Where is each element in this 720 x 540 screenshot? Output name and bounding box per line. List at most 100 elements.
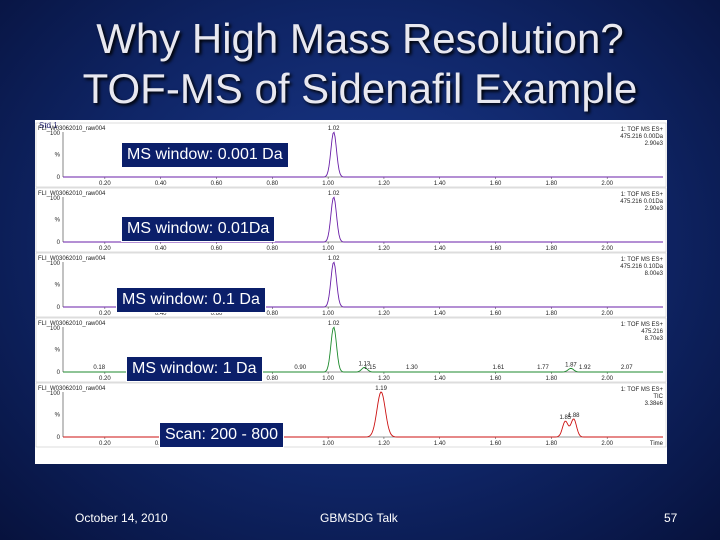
trace-frame — [35, 317, 667, 383]
trace-info: 8.70e3 — [645, 336, 664, 342]
trace-file: FLI_W03062010_raw004 — [38, 256, 106, 262]
x-tick-label: 2.00 — [601, 441, 613, 447]
y-tick-label: 100 — [50, 391, 61, 397]
y-tick-label: 0 — [57, 305, 61, 311]
y-tick-label: 100 — [50, 261, 61, 267]
x-tick-label: 0.20 — [99, 246, 111, 252]
trace-info: 1: TOF MS ES+ — [621, 192, 664, 198]
x-tick-label: 0.40 — [155, 181, 167, 187]
x-tick-label: 0.60 — [211, 181, 223, 187]
x-tick-label: 1.40 — [434, 246, 446, 252]
peak-annotation: 1.02 — [328, 191, 340, 197]
trace-info: 1: TOF MS ES+ — [621, 127, 664, 133]
x-tick-label: 0.80 — [266, 246, 278, 252]
x-tick-label: 1.00 — [322, 376, 334, 382]
x-tick-label: 0.80 — [266, 311, 278, 317]
footer-title: GBMSDG Talk — [320, 511, 398, 525]
peak-annotation: 1.92 — [579, 365, 591, 371]
trace-info: 475.216 0.00Da — [620, 134, 663, 140]
peak-annotation: 2.07 — [621, 365, 633, 371]
window-label: MS window: 1 Da — [126, 356, 263, 382]
y-tick-label: 100 — [50, 326, 61, 332]
x-tick-label: 2.00 — [601, 376, 613, 382]
x-tick-label: 2.00 — [601, 181, 613, 187]
peak-annotation: 1.77 — [537, 365, 549, 371]
chromatogram-panel: Std 1 FLI_W03062010_raw004 1: TOF MS ES+ 47… — [35, 120, 667, 464]
x-tick-label: 0.60 — [211, 246, 223, 252]
peak-annotation: 1.88 — [568, 413, 580, 419]
x-tick-label: 1.00 — [322, 246, 334, 252]
peak-annotation: 1.85 — [559, 415, 571, 421]
x-tick-label: 0.40 — [155, 246, 167, 252]
y-tick-label: % — [55, 283, 61, 289]
trace-info: 1: TOF MS ES+ — [621, 387, 664, 393]
trace-info: 475.216 0.01Da — [620, 199, 663, 205]
x-tick-label: 1.40 — [434, 441, 446, 447]
title-line-2: TOF-MS of Sidenafil Example — [82, 65, 638, 112]
x-tick-label: 1.60 — [490, 441, 502, 447]
x-tick-label: 1.60 — [490, 311, 502, 317]
window-label: MS window: 0.01Da — [121, 216, 276, 242]
x-tick-label: 1.40 — [434, 311, 446, 317]
peak-annotation: 1.87 — [565, 362, 577, 368]
trace-file: FLI_W03062010_raw004 — [38, 191, 106, 197]
x-tick-label: 1.20 — [378, 311, 390, 317]
x-tick-label: 1.80 — [546, 311, 558, 317]
title-line-1: Why High Mass Resolution? — [96, 15, 624, 62]
trace-info: TIC — [653, 394, 663, 400]
peak-annotation: 1.02 — [328, 321, 340, 327]
x-tick-label: 2.00 — [601, 311, 613, 317]
peak-annotation: 1.19 — [375, 386, 387, 392]
trace-info: 3.38e6 — [645, 401, 664, 407]
trace-info: 475.216 0.10Da — [620, 264, 663, 270]
y-tick-label: 0 — [57, 240, 61, 246]
slide-title: Why High Mass Resolution? TOF-MS of Side… — [0, 14, 720, 114]
trace-file: FLI_W03062010_raw004 — [38, 321, 106, 327]
peak-annotation: 1.02 — [328, 256, 340, 262]
window-label: MS window: 0.1 Da — [116, 287, 266, 313]
y-tick-label: 0 — [57, 175, 61, 181]
x-tick-label: 0.20 — [99, 376, 111, 382]
y-tick-label: 100 — [50, 131, 61, 137]
x-tick-label: 1.20 — [378, 181, 390, 187]
page-number: 57 — [664, 511, 678, 525]
x-tick-label: 1.60 — [490, 376, 502, 382]
y-tick-label: % — [55, 348, 61, 354]
x-tick-label: 1.00 — [322, 441, 334, 447]
trace-info: 8.00e3 — [645, 271, 664, 277]
peak-annotation: 1.61 — [493, 365, 505, 371]
y-tick-label: 100 — [50, 196, 61, 202]
peak-annotation: 1.02 — [328, 126, 340, 132]
peak-annotation: 0.90 — [294, 365, 306, 371]
window-label: MS window: 0.001 Da — [121, 142, 289, 168]
y-tick-label: 0 — [57, 435, 61, 441]
x-tick-label: 0.80 — [266, 181, 278, 187]
x-tick-label: 0.20 — [99, 441, 111, 447]
trace-info: 475.216 — [641, 329, 663, 335]
x-tick-label: 1.20 — [378, 376, 390, 382]
panel-header: Std 1 — [39, 121, 58, 130]
y-tick-label: % — [55, 153, 61, 159]
trace-info: 2.90e3 — [645, 141, 664, 147]
peak-annotation: 1.15 — [364, 365, 376, 371]
x-tick-label: 0.20 — [99, 181, 111, 187]
trace-file: FLI_W03062010_raw004 — [38, 126, 106, 132]
x-tick-label: 1.20 — [378, 441, 390, 447]
x-axis-label: Time — [650, 441, 664, 447]
x-tick-label: 1.80 — [546, 181, 558, 187]
x-tick-label: 1.40 — [434, 376, 446, 382]
x-tick-label: 1.00 — [322, 311, 334, 317]
trace-info: 1: TOF MS ES+ — [621, 322, 664, 328]
x-tick-label: 1.20 — [378, 246, 390, 252]
x-tick-label: 0.80 — [266, 376, 278, 382]
x-tick-label: 0.60 — [211, 311, 223, 317]
x-tick-label: 1.60 — [490, 181, 502, 187]
peak-annotation: 1.13 — [359, 362, 371, 368]
trace-frame — [35, 122, 667, 188]
trace-frame — [35, 252, 667, 318]
x-tick-label: 1.80 — [546, 246, 558, 252]
y-tick-label: 0 — [57, 370, 61, 376]
peak-annotation: 1.30 — [406, 365, 418, 371]
trace-frame — [35, 187, 667, 253]
trace-file: FLI_W03062010_raw004 — [38, 386, 106, 392]
